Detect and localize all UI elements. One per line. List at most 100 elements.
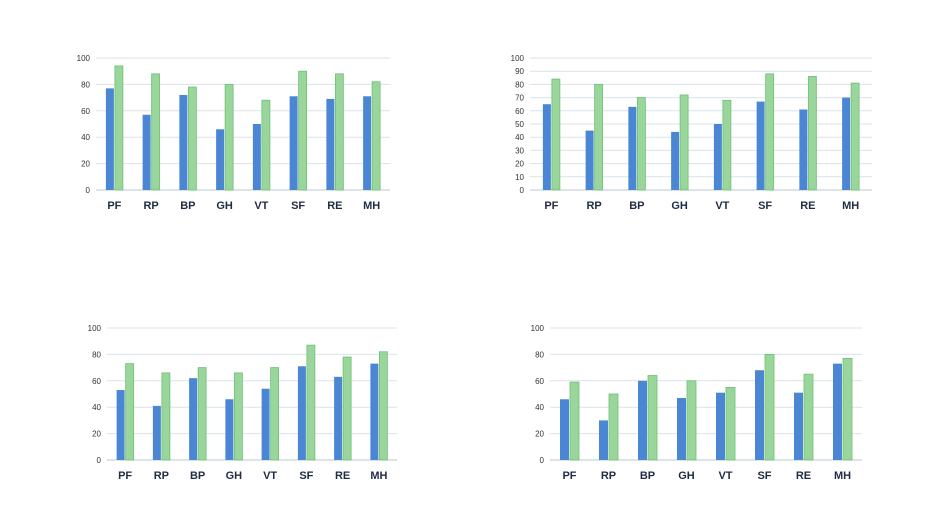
bar-series-2-re (803, 373, 814, 461)
x-category-label: MH (842, 200, 859, 212)
bar-series-2-sf (764, 354, 775, 461)
bar-series-1-bp (189, 378, 198, 460)
x-category-label: RE (327, 200, 342, 212)
bar-series-1-pf (560, 399, 569, 460)
x-category-label: BP (629, 200, 644, 212)
bar-series-1-bp (179, 94, 188, 190)
bar-series-2-vt (261, 99, 271, 191)
y-tick-label: 60 (535, 377, 544, 386)
y-tick-label: 40 (92, 403, 101, 412)
bar-series-2-bp (636, 97, 646, 191)
bar-series-1-vt (252, 124, 261, 190)
y-tick-label: 20 (535, 430, 544, 439)
bar-series-1-vt (716, 392, 725, 460)
chart-top-left: 0 20 40 60 80 100 PF RP BP GH VT SF RE MH (60, 50, 400, 225)
y-tick-label: 40 (515, 133, 524, 142)
bar-series-2-vt (722, 99, 732, 191)
x-category-label: GH (226, 470, 243, 482)
bar-series-1-re (794, 392, 803, 460)
bar-series-2-bp (187, 86, 197, 191)
y-tick-label: 80 (515, 80, 524, 89)
bar-series-2-bp (197, 367, 207, 461)
x-category-label: RE (335, 470, 350, 482)
bar-series-2-mh (378, 351, 388, 461)
y-tick-label: 0 (520, 186, 525, 195)
bar-chart: 0 20 40 60 80 100 PF RP BP GH VT SF RE MH (77, 54, 390, 212)
bar-series-1-mh (370, 363, 379, 460)
bar-series-2-re (334, 73, 344, 191)
bar-series-1-rp (599, 420, 608, 460)
x-category-label: RP (143, 200, 158, 212)
y-tick-label: 100 (77, 54, 91, 63)
bar-series-1-mh (833, 363, 842, 460)
bar-series-2-rp (594, 84, 604, 191)
bar-chart: 0 20 40 60 80 100 PF RP BP GH VT SF RE MH (531, 324, 862, 482)
bar-series-2-re (807, 76, 817, 191)
x-category-label: VT (254, 200, 268, 212)
bar-series-2-rp (608, 393, 619, 461)
bar-series-2-mh (842, 357, 853, 461)
x-category-label: RP (586, 200, 601, 212)
x-category-label: VT (263, 470, 277, 482)
y-tick-label: 100 (88, 324, 102, 333)
bar-series-2-gh (679, 94, 689, 191)
bar-series-1-gh (671, 131, 680, 190)
bar-series-1-vt (713, 124, 722, 190)
x-category-label: SF (757, 470, 771, 482)
x-category-label: GH (671, 200, 688, 212)
bar-series-1-re (334, 376, 343, 460)
bar-series-1-re (799, 109, 808, 190)
bar-series-1-mh (842, 97, 851, 190)
y-tick-label: 0 (97, 456, 102, 465)
y-tick-label: 20 (515, 160, 524, 169)
bar-series-1-vt (261, 388, 270, 460)
y-tick-label: 80 (92, 350, 101, 359)
x-category-label: PF (118, 470, 132, 482)
bar-series-1-pf (116, 390, 125, 460)
y-tick-label: 50 (515, 120, 524, 129)
bar-series-1-rp (585, 130, 594, 190)
x-category-label: MH (363, 200, 380, 212)
x-category-label: PF (107, 200, 121, 212)
bar-series-2-mh (850, 82, 860, 191)
x-category-label: SF (291, 200, 305, 212)
y-tick-label: 60 (515, 107, 524, 116)
bar-series-2-re (342, 356, 352, 461)
y-tick-label: 30 (515, 146, 524, 155)
x-category-label: RP (601, 470, 616, 482)
x-category-label: VT (715, 200, 729, 212)
y-tick-label: 80 (81, 80, 90, 89)
bar-series-2-rp (151, 73, 161, 191)
y-tick-label: 40 (81, 133, 90, 142)
bar-series-2-sf (765, 73, 775, 191)
y-tick-label: 40 (535, 403, 544, 412)
bar-series-2-bp (647, 375, 658, 461)
bar-chart: 0 20 40 60 80 100 PF RP BP GH VT SF RE MH (88, 324, 397, 482)
y-tick-label: 100 (511, 54, 525, 63)
x-category-label: RP (154, 470, 169, 482)
bar-series-1-sf (289, 96, 298, 190)
y-tick-label: 20 (92, 430, 101, 439)
bar-series-2-vt (725, 387, 736, 461)
bar-series-1-gh (225, 399, 234, 460)
bar-chart: 0 10 20 30 40 50 60 70 80 90 100 PF RP BP GH VT SF RE MH (511, 54, 872, 212)
x-category-label: BP (190, 470, 205, 482)
y-tick-label: 60 (81, 107, 90, 116)
bar-series-2-pf (551, 78, 561, 191)
x-category-label: PF (562, 470, 576, 482)
bar-series-1-bp (638, 380, 647, 460)
bar-series-2-rp (161, 372, 171, 461)
x-category-label: RE (796, 470, 811, 482)
bar-series-2-vt (270, 367, 280, 461)
x-category-label: RE (800, 200, 815, 212)
bar-series-2-sf (306, 344, 316, 461)
y-tick-label: 10 (515, 173, 524, 182)
bar-series-2-pf (569, 381, 580, 461)
bar-series-1-re (326, 98, 335, 190)
bar-series-1-sf (756, 101, 765, 190)
bar-series-1-bp (628, 106, 637, 190)
y-tick-label: 0 (86, 186, 91, 195)
bar-series-2-pf (125, 363, 135, 461)
y-tick-label: 20 (81, 160, 90, 169)
bar-series-2-mh (371, 81, 381, 191)
